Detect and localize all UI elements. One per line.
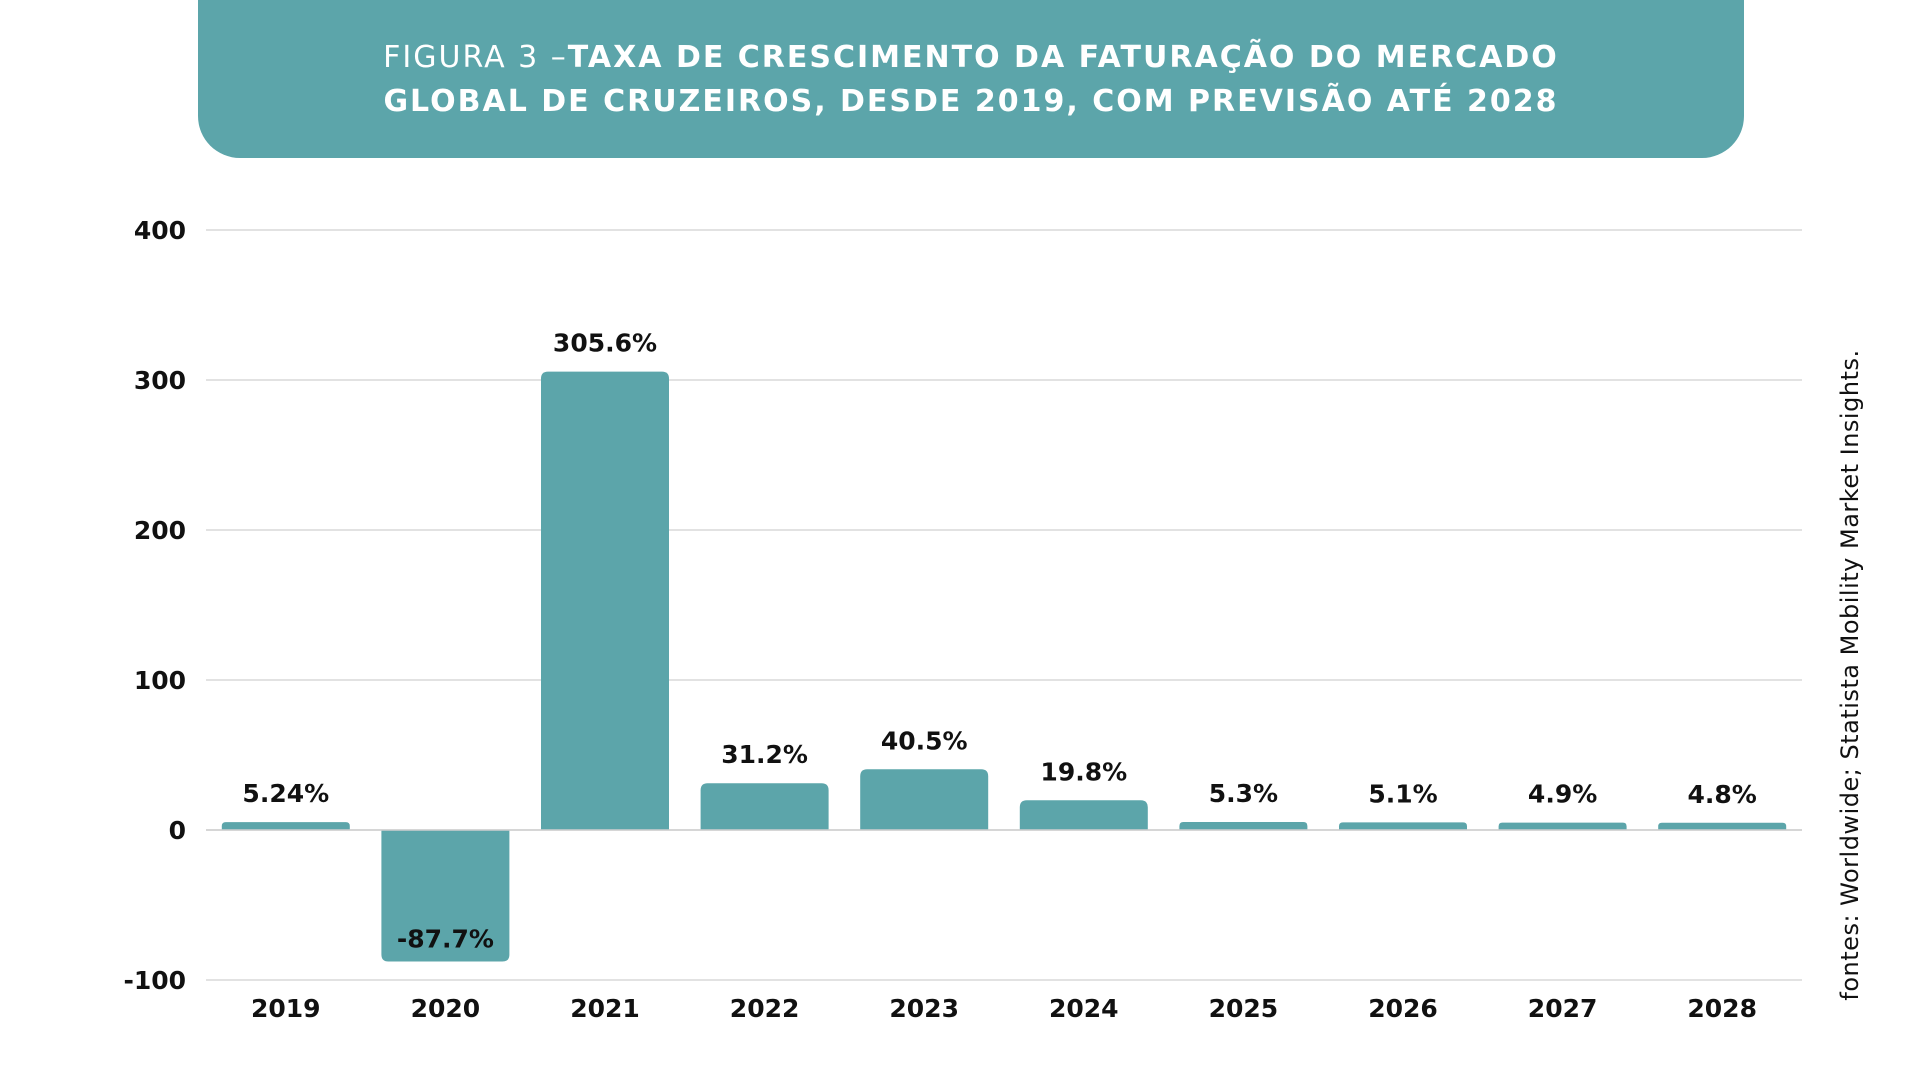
- data-label-2025: 5.3%: [1209, 779, 1278, 808]
- bar-2025: [1179, 822, 1308, 830]
- bar-2020: [381, 830, 510, 962]
- bar-2023: [860, 769, 989, 830]
- x-tick-label-2019: 2019: [251, 994, 321, 1023]
- x-tick-label-2026: 2026: [1368, 994, 1438, 1023]
- x-tick-label-2022: 2022: [730, 994, 800, 1023]
- y-tick-label-400: 400: [134, 216, 186, 245]
- chart-title-prefix: FIGURA 3 –: [383, 40, 568, 75]
- bar-2019: [221, 822, 350, 830]
- data-label-2022: 31.2%: [721, 740, 808, 769]
- data-label-2026: 5.1%: [1368, 779, 1437, 808]
- data-label-2024: 19.8%: [1040, 757, 1127, 786]
- bar-2027: [1498, 822, 1627, 830]
- x-tick-label-2024: 2024: [1049, 994, 1119, 1023]
- data-label-2023: 40.5%: [881, 726, 968, 755]
- y-tick-label--100: -100: [123, 966, 186, 995]
- y-tick-label-200: 200: [134, 516, 186, 545]
- x-tick-label-2023: 2023: [889, 994, 959, 1023]
- chart-title: TAXA DE CRESCIMENTO DA FATURAÇÃO DO MERC…: [383, 40, 1559, 119]
- bar-2021: [541, 371, 669, 830]
- x-tick-label-2020: 2020: [411, 994, 481, 1023]
- data-label-2020: -87.7%: [397, 925, 494, 954]
- bar-2028: [1658, 822, 1787, 830]
- chart-title-banner: FIGURA 3 –TAXA DE CRESCIMENTO DA FATURAÇ…: [198, 0, 1744, 158]
- data-label-2021: 305.6%: [553, 329, 657, 358]
- x-tick-label-2021: 2021: [570, 994, 640, 1023]
- data-label-2028: 4.8%: [1688, 780, 1757, 809]
- x-tick-label-2027: 2027: [1528, 994, 1598, 1023]
- data-label-2027: 4.9%: [1528, 780, 1597, 809]
- x-tick-label-2025: 2025: [1209, 994, 1279, 1023]
- source-note-text: fontes: Worldwide; Statista Mobility Mar…: [1836, 349, 1864, 1001]
- bar-2026: [1339, 822, 1467, 830]
- data-label-2019: 5.24%: [242, 779, 329, 808]
- y-tick-label-0: 0: [169, 816, 186, 845]
- y-tick-label-100: 100: [134, 666, 186, 695]
- bar-2022: [700, 783, 829, 830]
- bar-2024: [1019, 800, 1148, 830]
- y-tick-label-300: 300: [134, 366, 186, 395]
- x-tick-label-2028: 2028: [1687, 994, 1757, 1023]
